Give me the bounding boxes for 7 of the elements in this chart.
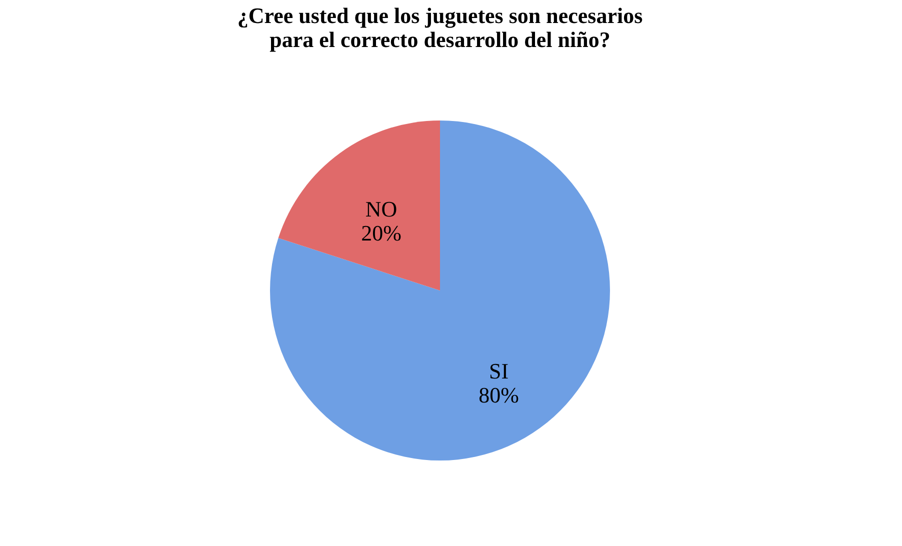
- slice-label: SI: [488, 358, 509, 384]
- data-label: 80%: [478, 382, 519, 408]
- pie-slice: [270, 120, 610, 460]
- slice-label: NO: [365, 196, 398, 222]
- chart-title: ¿Cree usted que los juguetes son necesarios para el correcto desarrollo del niño?: [237, 3, 644, 52]
- data-label: 20%: [361, 220, 402, 246]
- pie-slice: [278, 120, 440, 290]
